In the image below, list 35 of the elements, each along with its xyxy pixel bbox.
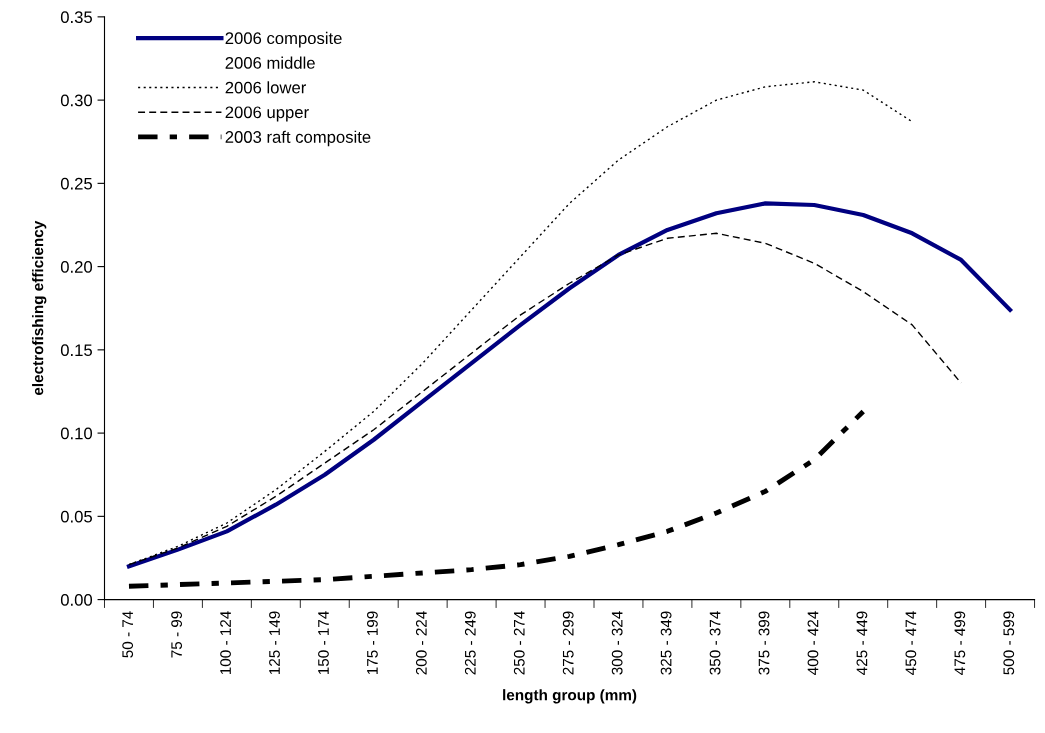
legend-label: 2006 upper: [225, 106, 309, 122]
x-tick-label: 125 - 149: [269, 611, 280, 675]
x-axis-title: length group (mm): [503, 689, 637, 704]
y-tick-label: 0.25: [60, 177, 92, 190]
x-tick-label: 500 - 599: [1003, 611, 1015, 675]
y-tick-label: 0.05: [60, 510, 92, 523]
x-tick-label: 200 - 224: [415, 611, 427, 675]
y-tick-label: 0.35: [60, 11, 92, 24]
y-axis-title: electrofishing efficiency: [32, 220, 47, 396]
x-tick-label: 300 - 324: [611, 611, 623, 675]
x-tick-label: 175 - 199: [367, 611, 378, 675]
x-tick-label: 350 - 374: [709, 611, 721, 675]
legend-label: 2006 composite: [225, 31, 342, 48]
y-tick-label: 0.20: [60, 261, 93, 273]
x-tick-label: 250 - 274: [513, 611, 525, 675]
x-tick-label: 275 - 299: [562, 611, 574, 675]
text: 2006 middle: [225, 56, 315, 69]
y-tick-label: 0.00: [60, 594, 93, 606]
legend-label: 2003 raft composite: [225, 130, 371, 147]
legend-label: 2006 lower: [225, 81, 307, 94]
line-series: [126, 409, 866, 589]
x-tick-label: 50 - 74: [122, 611, 134, 658]
x-tick-label: 425 - 449: [856, 611, 868, 675]
x-tick-label: 100 - 124: [220, 611, 231, 675]
y-tick-label: 0.30: [60, 94, 93, 107]
x-tick-label: 475 - 499: [954, 611, 966, 675]
x-tick-label: 375 - 399: [758, 611, 770, 675]
x-tick-label: 75 - 99: [171, 611, 183, 658]
x-tick-label: 400 - 424: [807, 611, 819, 675]
x-tick-label: 150 - 174: [318, 611, 329, 675]
x-tick-label: 225 - 249: [464, 611, 476, 675]
x-tick-label: 325 - 349: [660, 611, 672, 675]
x-tick-label: 450 - 474: [905, 611, 917, 675]
y-tick-label: 0.10: [60, 427, 93, 440]
y-tick-label: 0.15: [60, 344, 92, 357]
